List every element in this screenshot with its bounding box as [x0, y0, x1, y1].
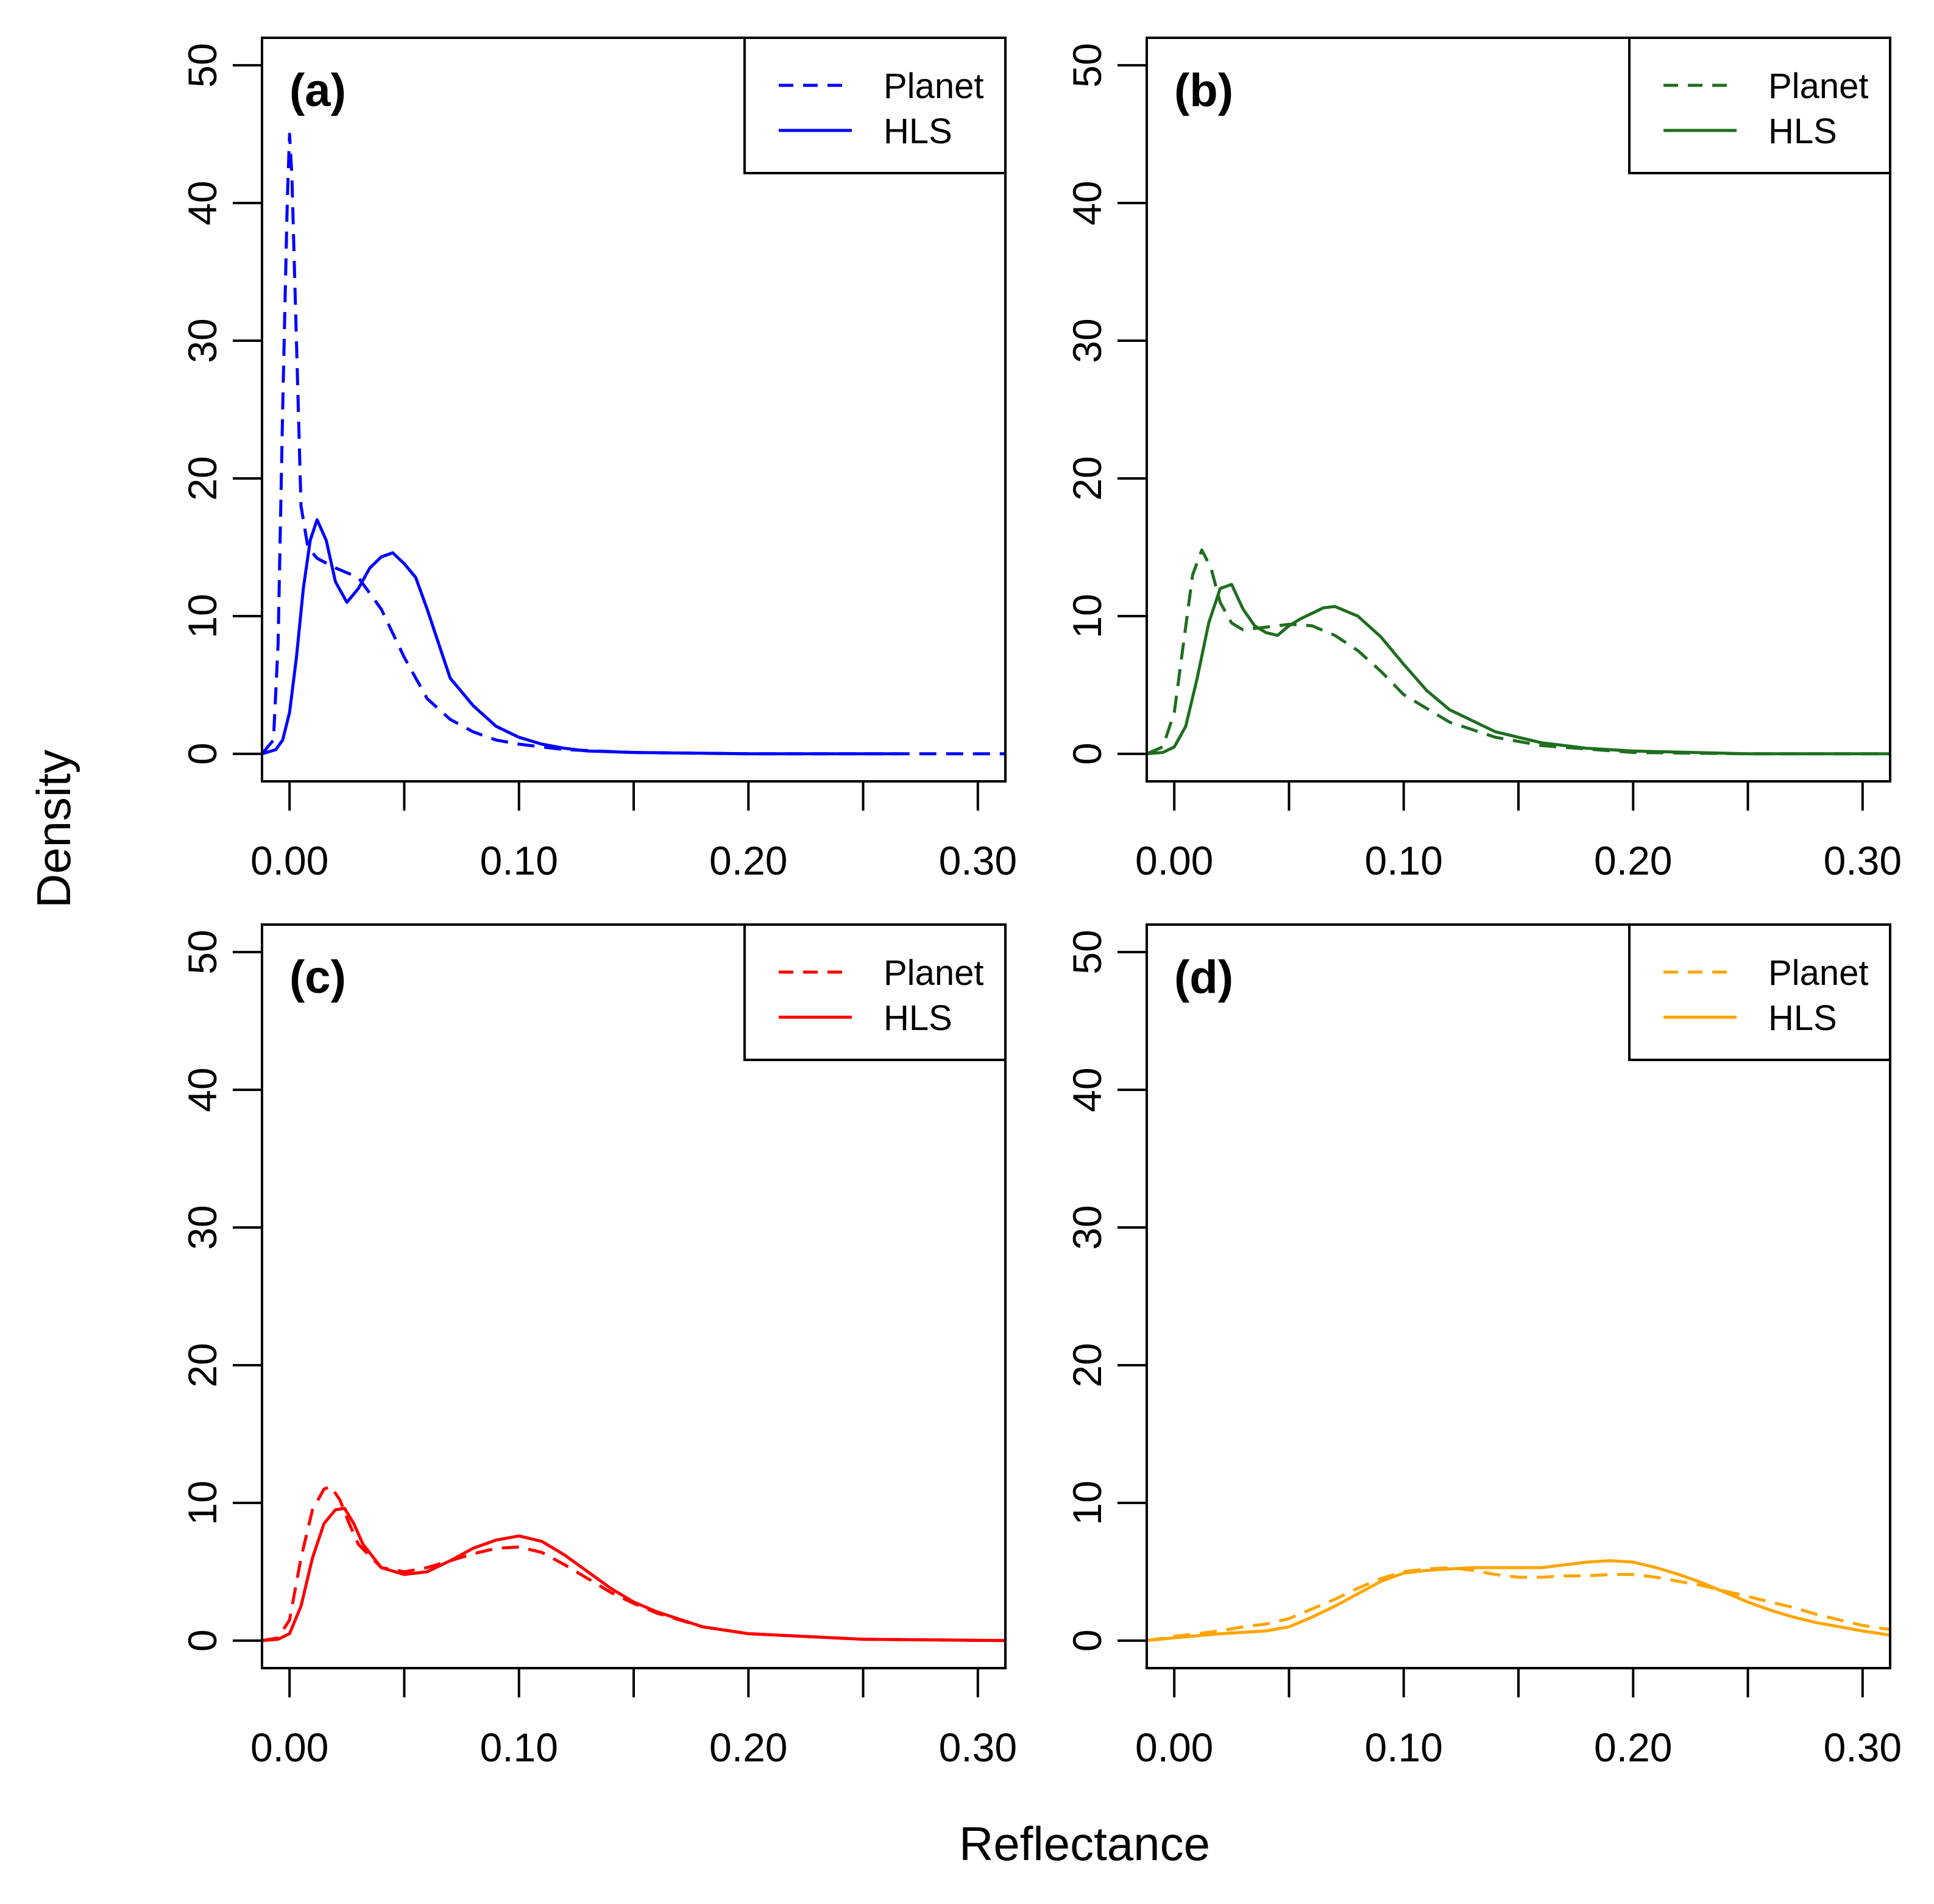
series-hls-line-d: [1147, 1559, 1890, 1643]
legend-label-hls-d: HLS: [1768, 998, 1837, 1038]
y-tick-label-c: 30: [180, 1205, 225, 1249]
legend-a: Planet HLS: [743, 37, 1007, 174]
legend-label-planet-a: Planet: [884, 66, 983, 106]
y-tick-label-b: 0: [1064, 742, 1110, 765]
y-tick-label-b: 30: [1064, 318, 1110, 363]
x-tick-label-d: 0.10: [1364, 1725, 1442, 1770]
x-tick-label-d: 0.20: [1594, 1725, 1672, 1770]
y-tick-label-d: 30: [1064, 1205, 1110, 1249]
x-tick-label-c: 0.00: [250, 1725, 328, 1770]
y-tick-label-d: 10: [1064, 1480, 1110, 1525]
y-tick-label-d: 40: [1064, 1067, 1110, 1112]
legend-label-planet-b: Planet: [1768, 66, 1868, 106]
y-tick-label-d: 0: [1064, 1629, 1110, 1652]
legend-label-hls-a: HLS: [884, 112, 952, 151]
x-tick-label-b: 0.30: [1824, 838, 1902, 883]
y-tick-label-c: 40: [180, 1067, 225, 1112]
y-tick-label-d: 20: [1064, 1343, 1110, 1387]
legend-label-planet-c: Planet: [884, 953, 983, 993]
series-hls-line-c: [262, 1507, 1005, 1643]
y-tick-label-a: 40: [180, 180, 225, 225]
x-tick-label-c: 0.10: [480, 1725, 558, 1770]
series-hls-line-a: [262, 518, 898, 756]
y-tick-label-c: 50: [180, 929, 225, 974]
legend-label-hls-c: HLS: [884, 998, 952, 1038]
x-tick-label-d: 0.00: [1135, 1725, 1213, 1770]
y-tick-label-c: 10: [180, 1480, 225, 1525]
x-tick-label-c: 0.20: [709, 1725, 787, 1770]
y-tick-label-a: 20: [180, 456, 225, 500]
panel-label-c: (c): [289, 951, 346, 1003]
x-tick-label-b: 0.00: [1135, 838, 1213, 883]
x-tick-label-a: 0.30: [939, 838, 1017, 883]
x-tick-label-a: 0.00: [250, 838, 328, 883]
panel-d: 0.00 0.10 0.20 0.30 0 10 20 30 40 50 (d) Planet HLS: [1064, 923, 1902, 1770]
y-tick-label-b: 10: [1064, 594, 1110, 638]
panel-label-a: (a): [289, 65, 346, 116]
panel-a: 0.00 0.10 0.20 0.30 0 10 20 30 40 50 (a) Planet HLS: [180, 37, 1017, 883]
legend-box-a: [743, 37, 1007, 174]
legend-d: Planet HLS: [1628, 923, 1891, 1061]
x-tick-label-c: 0.30: [939, 1725, 1017, 1770]
x-tick-label-a: 0.10: [480, 838, 558, 883]
series-hls-line-b: [1147, 583, 1890, 756]
y-tick-label-b: 20: [1064, 456, 1110, 500]
y-tick-label-b: 50: [1064, 43, 1110, 87]
y-tick-label-d: 50: [1064, 929, 1110, 974]
x-tick-label-d: 0.30: [1824, 1725, 1902, 1770]
y-tick-label-c: 0: [180, 1629, 225, 1652]
x-tick-label-b: 0.10: [1364, 838, 1442, 883]
y-tick-label-b: 40: [1064, 180, 1110, 225]
legend-box-b: [1628, 37, 1891, 174]
legend-b: Planet HLS: [1628, 37, 1891, 174]
panel-label-d: (d): [1174, 951, 1233, 1003]
x-axis-title: Reflectance: [959, 1817, 1210, 1870]
y-tick-label-a: 0: [180, 742, 225, 765]
panel-label-b: (b): [1174, 65, 1233, 116]
legend-box-c: [743, 923, 1007, 1061]
legend-c: Planet HLS: [743, 923, 1007, 1061]
y-axis-title: Density: [27, 750, 80, 908]
series-planet-line-d: [1147, 1566, 1890, 1643]
legend-label-hls-b: HLS: [1768, 112, 1837, 151]
legend-label-planet-d: Planet: [1768, 953, 1868, 993]
x-tick-label-b: 0.20: [1594, 838, 1672, 883]
legend-box-d: [1628, 923, 1891, 1061]
y-tick-label-a: 30: [180, 318, 225, 363]
y-tick-label-a: 10: [180, 594, 225, 638]
x-tick-label-a: 0.20: [709, 838, 787, 883]
panel-b: 0.00 0.10 0.20 0.30 0 10 20 30 40 50 (b) Planet HLS: [1064, 37, 1902, 883]
y-tick-label-c: 20: [180, 1343, 225, 1387]
panel-c: 0.00 0.10 0.20 0.30 0 10 20 30 40 50 (c) Planet HLS: [180, 923, 1017, 1770]
y-tick-label-a: 50: [180, 43, 225, 87]
